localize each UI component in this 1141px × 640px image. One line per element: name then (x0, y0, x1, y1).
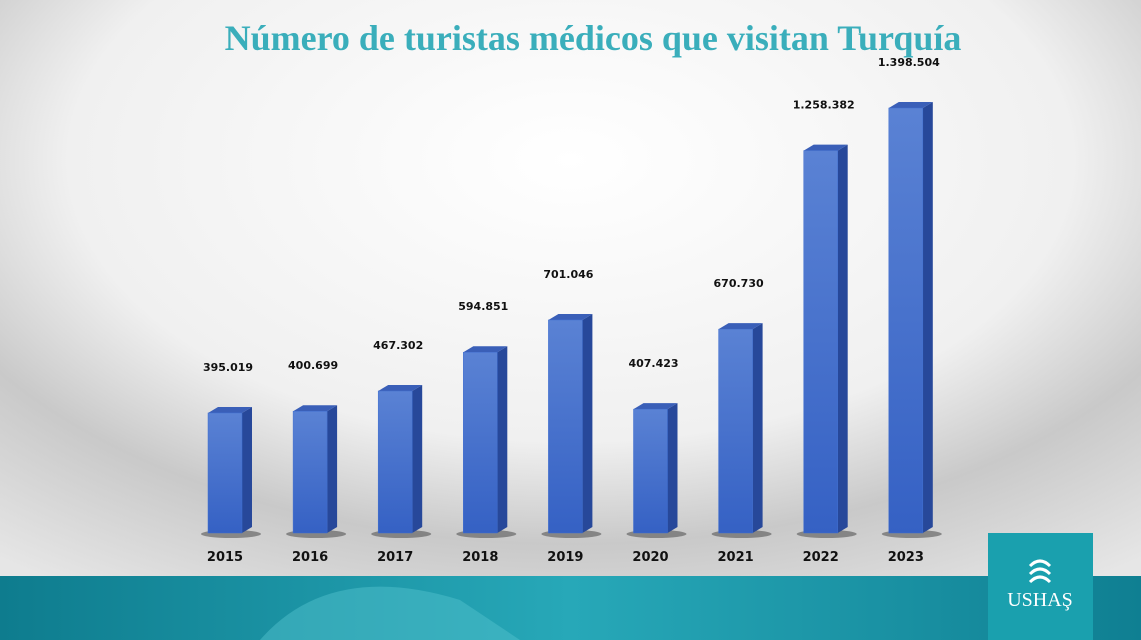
bar-top (718, 323, 763, 330)
bar (718, 328, 753, 534)
bar-side (582, 313, 593, 533)
x-tick-label: 2018 (462, 550, 498, 565)
bar-top (378, 384, 423, 391)
x-tick-label: 2016 (292, 550, 328, 565)
bar-top (803, 144, 848, 151)
bar-top (548, 313, 593, 320)
value-label: 1.398.504 (878, 56, 940, 69)
bar-side (327, 405, 338, 533)
bar (633, 408, 668, 534)
logo-box (988, 533, 1093, 640)
x-tick-label: 2022 (803, 550, 839, 565)
bar (207, 412, 243, 534)
wave (260, 586, 520, 640)
bar (888, 107, 924, 534)
value-label: 594.851 (458, 300, 508, 313)
logo-text: USHAŞ (1007, 589, 1073, 611)
bar-side (922, 102, 933, 533)
footer-band (0, 576, 1141, 640)
bar-side (412, 384, 423, 533)
value-label: 1.258.382 (793, 99, 855, 112)
value-label: 400.699 (288, 359, 338, 372)
bar-side (242, 406, 252, 533)
bar (548, 319, 583, 534)
x-tick-label: 2017 (377, 550, 413, 565)
x-tick-label: 2015 (207, 550, 243, 565)
bar-top (633, 403, 678, 410)
value-label: 407.423 (628, 357, 678, 370)
value-label: 670.730 (714, 277, 764, 290)
bar-top (293, 405, 338, 412)
chart-title: Número de turistas médicos que visitan T… (225, 18, 962, 58)
logo-icon (1028, 559, 1052, 584)
value-label: 467.302 (373, 339, 423, 352)
bar-top (463, 346, 508, 353)
bar-side (837, 144, 848, 534)
bar (377, 390, 413, 534)
bar (292, 410, 328, 534)
x-tick-label: 2019 (547, 550, 583, 565)
x-tick-label: 2021 (718, 550, 754, 565)
bar-side (667, 403, 678, 533)
bar (803, 150, 838, 534)
bar-side (497, 346, 508, 533)
bar-side (752, 323, 763, 533)
value-label: 395.019 (203, 361, 253, 374)
x-tick-label: 2020 (632, 550, 668, 565)
bar-top (208, 406, 252, 413)
value-label: 701.046 (543, 268, 593, 281)
bar (463, 351, 498, 534)
bar-top (888, 102, 933, 108)
x-tick-label: 2023 (888, 550, 924, 565)
